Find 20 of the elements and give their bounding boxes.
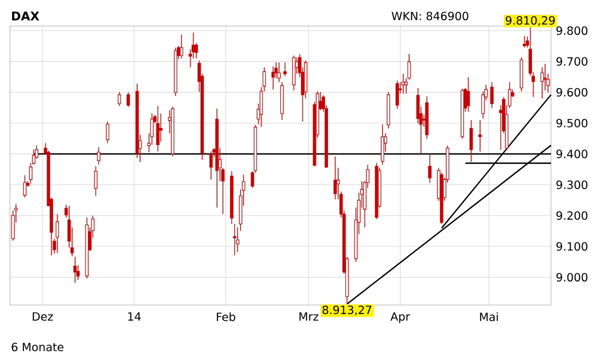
- y-tick-label: 9.200: [556, 211, 588, 220]
- y-tick-label: 9.800: [556, 26, 588, 35]
- y-tick-label: 9.500: [556, 118, 588, 128]
- x-tick-label: Mai: [480, 312, 498, 322]
- chart-title: DAX: [12, 12, 40, 20]
- x-tick-label: Mrz: [300, 312, 318, 321]
- text: WKN: 846900: [392, 12, 468, 20]
- annotation: 9.810,29: [506, 16, 555, 26]
- y-tick-label: 9.000: [556, 272, 588, 282]
- x-tick-label: Dez: [32, 312, 53, 321]
- text: 6 Monate: [12, 342, 64, 352]
- x-tick-label: Apr: [390, 312, 410, 323]
- y-tick-label: 9.100: [556, 242, 588, 251]
- y-tick-label: 9.300: [556, 180, 588, 190]
- y-tick-label: 9.600: [556, 88, 588, 97]
- y-tick-label: 9.700: [556, 57, 588, 66]
- annotation: 8.913,27: [322, 306, 372, 316]
- x-tick-label: 14: [128, 312, 141, 321]
- y-tick-label: 9.400: [556, 150, 588, 158]
- x-tick-label: Feb: [216, 312, 236, 322]
